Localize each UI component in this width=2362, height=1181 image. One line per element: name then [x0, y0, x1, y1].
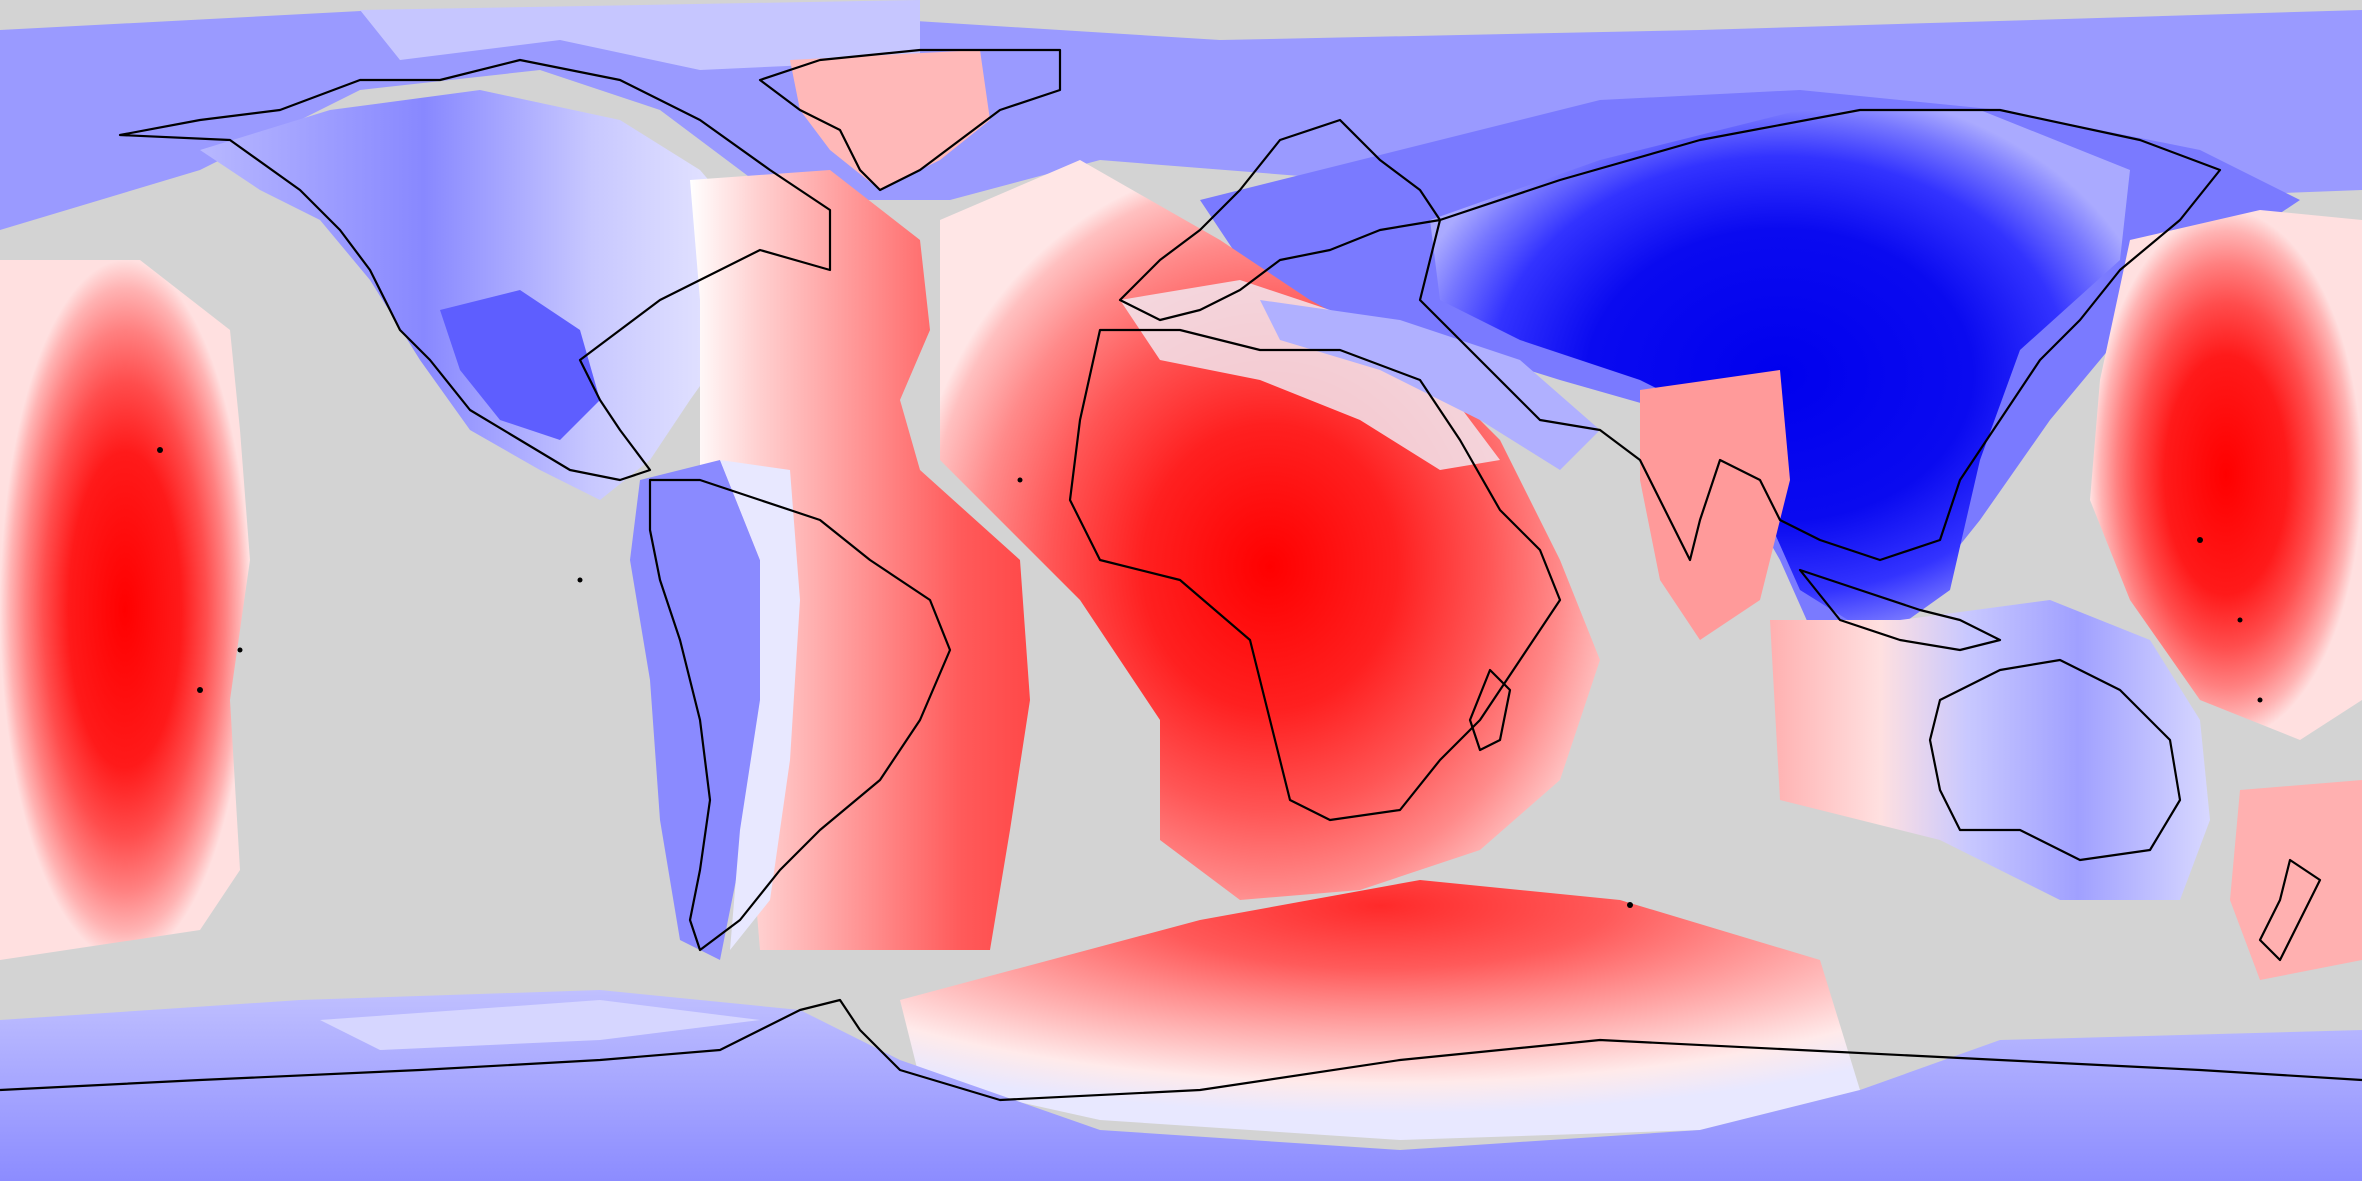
- new-zealand-coastline: [2258, 858, 2322, 962]
- new-zealand-red-field: [2230, 780, 2362, 980]
- island-dot: [1627, 902, 1633, 908]
- island-dot: [1017, 477, 1023, 483]
- europe-coastline: [1118, 118, 1442, 322]
- africa-coastline: [1068, 328, 1562, 822]
- south-america-white-band: [720, 460, 800, 950]
- coastlines: [0, 48, 2362, 1102]
- middle-east-blue-band: [1260, 300, 1600, 470]
- us-blue-core: [440, 290, 600, 440]
- island-dot: [577, 577, 583, 583]
- australia-coastline: [1928, 658, 2182, 862]
- southern-ocean-red-field: [900, 880, 1860, 1140]
- island-dot: [197, 687, 203, 693]
- antarctic-light-strip: [320, 1000, 760, 1050]
- antarctica-coastline: [0, 998, 2362, 1102]
- island-dot: [2237, 617, 2243, 623]
- north-america-coastline: [118, 58, 832, 482]
- island-dots: [157, 447, 2263, 908]
- arctic-light-field: [360, 0, 920, 70]
- island-dot: [2197, 537, 2203, 543]
- greenland-coastline: [758, 48, 1062, 192]
- north-america-anomaly-field: [200, 90, 760, 500]
- madagascar-coastline: [1468, 668, 1512, 752]
- asia-coastline: [1418, 108, 2222, 562]
- africa-red-field: [940, 160, 1600, 900]
- south-asia-red-field: [1640, 370, 1790, 640]
- mediterranean-white-band: [1120, 280, 1500, 470]
- island-dot: [2257, 697, 2263, 703]
- west-pacific-red-field: [0, 260, 250, 960]
- island-dot: [237, 647, 243, 653]
- south-america-coastline: [648, 478, 952, 952]
- australia-anomaly-field: [1770, 600, 2210, 900]
- island-dot: [157, 447, 163, 453]
- east-pacific-red-field: [2090, 210, 2362, 740]
- southeast-asia-islands-coastline: [1798, 568, 2002, 652]
